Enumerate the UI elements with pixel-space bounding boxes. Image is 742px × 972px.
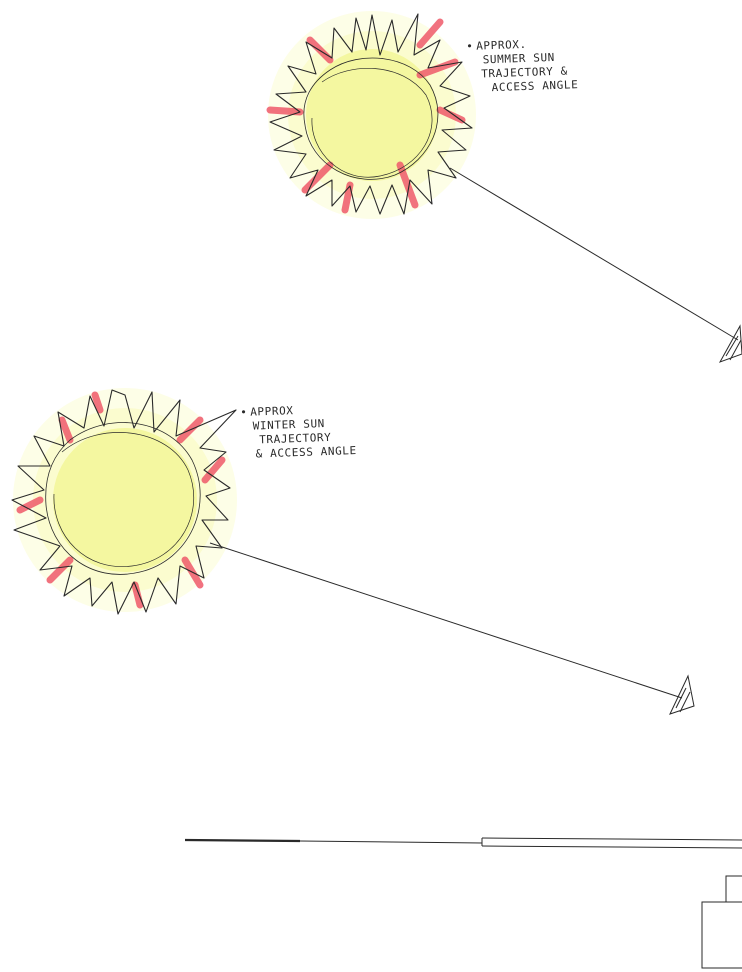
summer-sun-icon: [266, 11, 476, 219]
ground-line: [184, 837, 742, 849]
winter-sun-ray: [209, 542, 683, 699]
winter-sun-annotation: • APPROX WINTER SUN TRAJECTORY & ACCESS A…: [240, 402, 357, 462]
summer-arrowhead-icon: [718, 324, 742, 363]
winter-arrowhead-icon: [669, 674, 695, 715]
winter-sun-icon: [11, 388, 237, 615]
summer-sun-ray: [449, 167, 739, 341]
building-outline: [701, 875, 742, 969]
summer-sun-annotation: • APPROX. SUMMER SUN TRAJECTORY & ACCESS …: [466, 36, 579, 96]
